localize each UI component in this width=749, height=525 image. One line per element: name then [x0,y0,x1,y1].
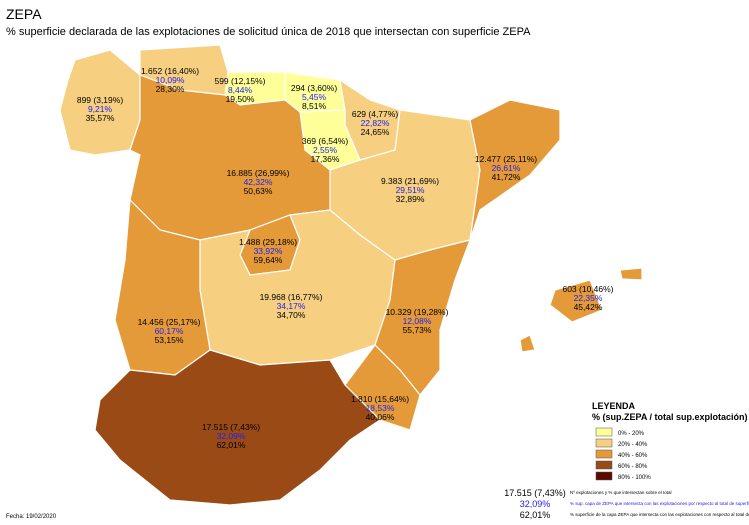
region-label: 22,82% [361,118,390,128]
region-label: 10,09% [156,75,185,85]
region-label: 1.810 (15,64%) [351,394,409,404]
region [519,334,536,353]
region-label: 53,15% [155,335,184,345]
region-label: 50,63% [244,186,273,196]
explanation-value: 62,01% [520,510,551,520]
title: ZEPA [6,6,42,22]
explanation-value: 17.515 (7,43%) [504,488,566,498]
region-label: 599 (12,15%) [214,76,265,86]
region-label: 42,32% [244,177,273,187]
legend-title: LEYENDA [592,401,636,411]
region-label: 629 (4,77%) [352,109,398,119]
region-label: 14.456 (25,17%) [138,317,201,327]
region [619,267,643,281]
region-label: 41,72% [492,172,521,182]
region-label: 24,65% [361,127,390,137]
legend-label: 60% - 80% [618,464,648,470]
region-label: 62,01% [217,440,246,450]
region-label: 2,55% [313,145,338,155]
region-label: 5,45% [302,92,327,102]
region-label: 19,50% [226,94,255,104]
region-label: 60,17% [155,326,184,336]
region [59,49,141,156]
explanation-note: % superficie de la capa ZEPA que interse… [570,512,749,517]
region-label: 1.652 (16,40%) [141,66,199,76]
date: Fecha: 19/02/2020 [6,514,57,520]
region [469,99,561,241]
region-label: 294 (3,60%) [291,83,337,93]
legend-items: 0% - 20% 20% - 40% 40% - 60% 60% - 80% 80% -… [595,427,651,481]
region-label: 45,42% [574,302,603,312]
region-label: 19.968 (16,77%) [260,292,323,302]
region-label: 35,57% [86,113,115,123]
region-label: 603 (10,46%) [562,284,613,294]
region-label: 28,30% [156,84,185,94]
region-label: 18,53% [366,403,395,413]
region-label: 26,61% [492,163,521,173]
legend-label: 40% - 60% [618,453,648,459]
region-label: 55,73% [403,325,432,335]
labels: 899 (3,19%)9,21%35,57% 1.652 (16,40%)10,0… [77,66,614,450]
region-label: 12.477 (25,11%) [475,154,537,164]
region-label: 8,51% [302,101,327,111]
legend-swatch [595,449,613,459]
legend-swatch [595,427,613,437]
explanation-note: Nº explotaciones y % que intersectan sob… [570,490,671,495]
region-label: 16.885 (26,99%) [227,168,290,178]
region-label: 40,06% [366,412,395,422]
legend-label: 0% - 20% [618,431,645,437]
explanation-value: 32,09% [520,499,551,509]
legend-swatch [595,471,613,481]
region-label: 17.515 (7,43%) [202,422,260,432]
region-label: 34,17% [277,301,306,311]
region-label: 9,21% [88,104,113,114]
region-label: 9.383 (21,69%) [381,176,439,186]
region-label: 32,89% [396,194,425,204]
legend-label: 20% - 40% [618,442,648,448]
region-label: 59,64% [254,255,283,265]
explanation: 17.515 (7,43%)32,09%62,01% Nº explotacion… [504,488,749,520]
region-label: 22,35% [574,293,603,303]
region-label: 34,70% [277,310,306,320]
explanation-note: % sup. capa de ZEPA que intersecta con l… [570,501,749,506]
regions [59,44,643,506]
region-label: 17,36% [311,154,340,164]
legend-swatch [595,438,613,448]
region [374,239,471,396]
legend: LEYENDA % (sup.ZEPA / total sup.explotac… [592,401,748,481]
region-label: 32,09% [217,431,246,441]
region-label: 899 (3,19%) [77,95,123,105]
region-label: 1.488 (29,18%) [239,237,297,247]
region-label: 29,51% [396,185,425,195]
region [94,349,381,506]
legend-swatch [595,460,613,470]
region-label: 8,44% [228,85,253,95]
region-label: 33,92% [254,246,283,256]
region-label: 10.329 (19,28%) [386,307,449,317]
legend-label: 80% - 100% [618,475,651,481]
legend-subtitle: % (sup.ZEPA / total sup.explotación) [592,412,748,422]
region-label: 369 (6,54%) [302,136,348,146]
region [549,279,603,323]
subtitle: % superficie declarada de las explotacio… [6,26,531,38]
region-label: 12,08% [403,316,432,326]
